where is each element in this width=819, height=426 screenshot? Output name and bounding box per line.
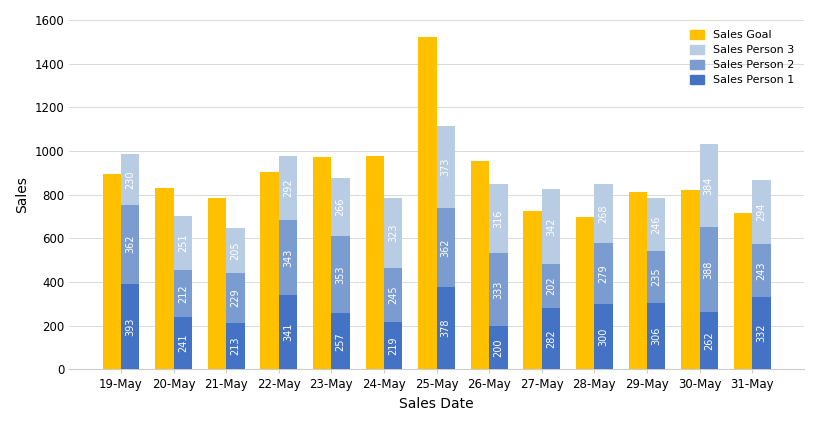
Bar xyxy=(332,236,350,313)
Bar xyxy=(384,198,402,268)
Bar xyxy=(681,190,699,369)
Text: 388: 388 xyxy=(704,261,714,279)
Text: 279: 279 xyxy=(599,264,609,283)
Text: 384: 384 xyxy=(704,176,714,195)
Bar xyxy=(542,189,560,264)
Bar xyxy=(174,216,192,271)
Bar xyxy=(174,271,192,317)
Bar xyxy=(102,174,121,369)
Text: 266: 266 xyxy=(336,198,346,216)
Bar xyxy=(332,313,350,369)
Bar xyxy=(419,37,437,369)
Text: 202: 202 xyxy=(546,276,556,295)
Bar xyxy=(437,208,455,287)
Text: 245: 245 xyxy=(388,285,398,304)
Text: 362: 362 xyxy=(441,238,450,256)
Bar xyxy=(278,220,297,295)
Text: 262: 262 xyxy=(704,331,714,350)
Bar xyxy=(595,304,613,369)
Text: 212: 212 xyxy=(178,284,188,303)
Text: 373: 373 xyxy=(441,158,450,176)
Bar xyxy=(542,264,560,308)
Bar xyxy=(437,127,455,208)
Text: 251: 251 xyxy=(178,234,188,252)
Bar xyxy=(699,144,718,227)
Bar xyxy=(121,284,139,369)
Bar xyxy=(260,172,278,369)
Text: 306: 306 xyxy=(651,327,661,345)
Bar xyxy=(226,228,245,273)
Text: 205: 205 xyxy=(230,241,241,260)
Bar xyxy=(313,157,332,369)
Legend: Sales Goal, Sales Person 3, Sales Person 2, Sales Person 1: Sales Goal, Sales Person 3, Sales Person… xyxy=(686,26,799,89)
Bar xyxy=(489,184,508,253)
Text: 316: 316 xyxy=(493,209,504,228)
Bar xyxy=(208,199,226,369)
Bar xyxy=(699,227,718,312)
Text: 213: 213 xyxy=(230,337,241,355)
Text: 333: 333 xyxy=(493,280,504,299)
Bar xyxy=(628,192,647,369)
Bar xyxy=(752,297,771,369)
Bar xyxy=(647,251,665,302)
Text: 300: 300 xyxy=(599,328,609,346)
Text: 257: 257 xyxy=(336,332,346,351)
X-axis label: Sales Date: Sales Date xyxy=(400,397,474,411)
Text: 241: 241 xyxy=(178,334,188,352)
Bar xyxy=(226,273,245,323)
Bar xyxy=(752,244,771,297)
Bar xyxy=(647,198,665,251)
Bar xyxy=(595,243,613,304)
Text: 243: 243 xyxy=(757,261,767,279)
Text: 343: 343 xyxy=(283,248,293,267)
Bar xyxy=(121,154,139,204)
Bar xyxy=(752,180,771,244)
Text: 268: 268 xyxy=(599,204,609,223)
Text: 393: 393 xyxy=(125,317,135,336)
Text: 246: 246 xyxy=(651,215,661,233)
Bar xyxy=(437,287,455,369)
Bar xyxy=(365,156,384,369)
Bar xyxy=(734,213,752,369)
Text: 353: 353 xyxy=(336,265,346,284)
Bar xyxy=(384,268,402,322)
Text: 294: 294 xyxy=(757,202,767,221)
Bar xyxy=(278,295,297,369)
Bar xyxy=(121,204,139,284)
Bar xyxy=(489,253,508,326)
Text: 342: 342 xyxy=(546,217,556,236)
Text: 229: 229 xyxy=(230,288,241,307)
Bar xyxy=(523,211,542,369)
Bar xyxy=(647,302,665,369)
Bar xyxy=(471,161,489,369)
Text: 200: 200 xyxy=(493,338,504,357)
Text: 292: 292 xyxy=(283,179,293,198)
Text: 235: 235 xyxy=(651,268,661,286)
Bar xyxy=(174,317,192,369)
Text: 341: 341 xyxy=(283,323,293,341)
Text: 323: 323 xyxy=(388,224,398,242)
Bar xyxy=(699,312,718,369)
Text: 362: 362 xyxy=(125,235,135,253)
Bar xyxy=(155,188,174,369)
Text: 230: 230 xyxy=(125,170,135,189)
Bar xyxy=(489,326,508,369)
Bar xyxy=(542,308,560,369)
Text: 332: 332 xyxy=(757,324,767,343)
Text: 219: 219 xyxy=(388,336,398,355)
Bar xyxy=(384,322,402,369)
Text: 378: 378 xyxy=(441,319,450,337)
Bar xyxy=(576,216,595,369)
Bar xyxy=(595,184,613,243)
Y-axis label: Sales: Sales xyxy=(15,176,29,213)
Text: 282: 282 xyxy=(546,329,556,348)
Bar xyxy=(226,323,245,369)
Bar xyxy=(332,178,350,236)
Bar xyxy=(278,156,297,220)
